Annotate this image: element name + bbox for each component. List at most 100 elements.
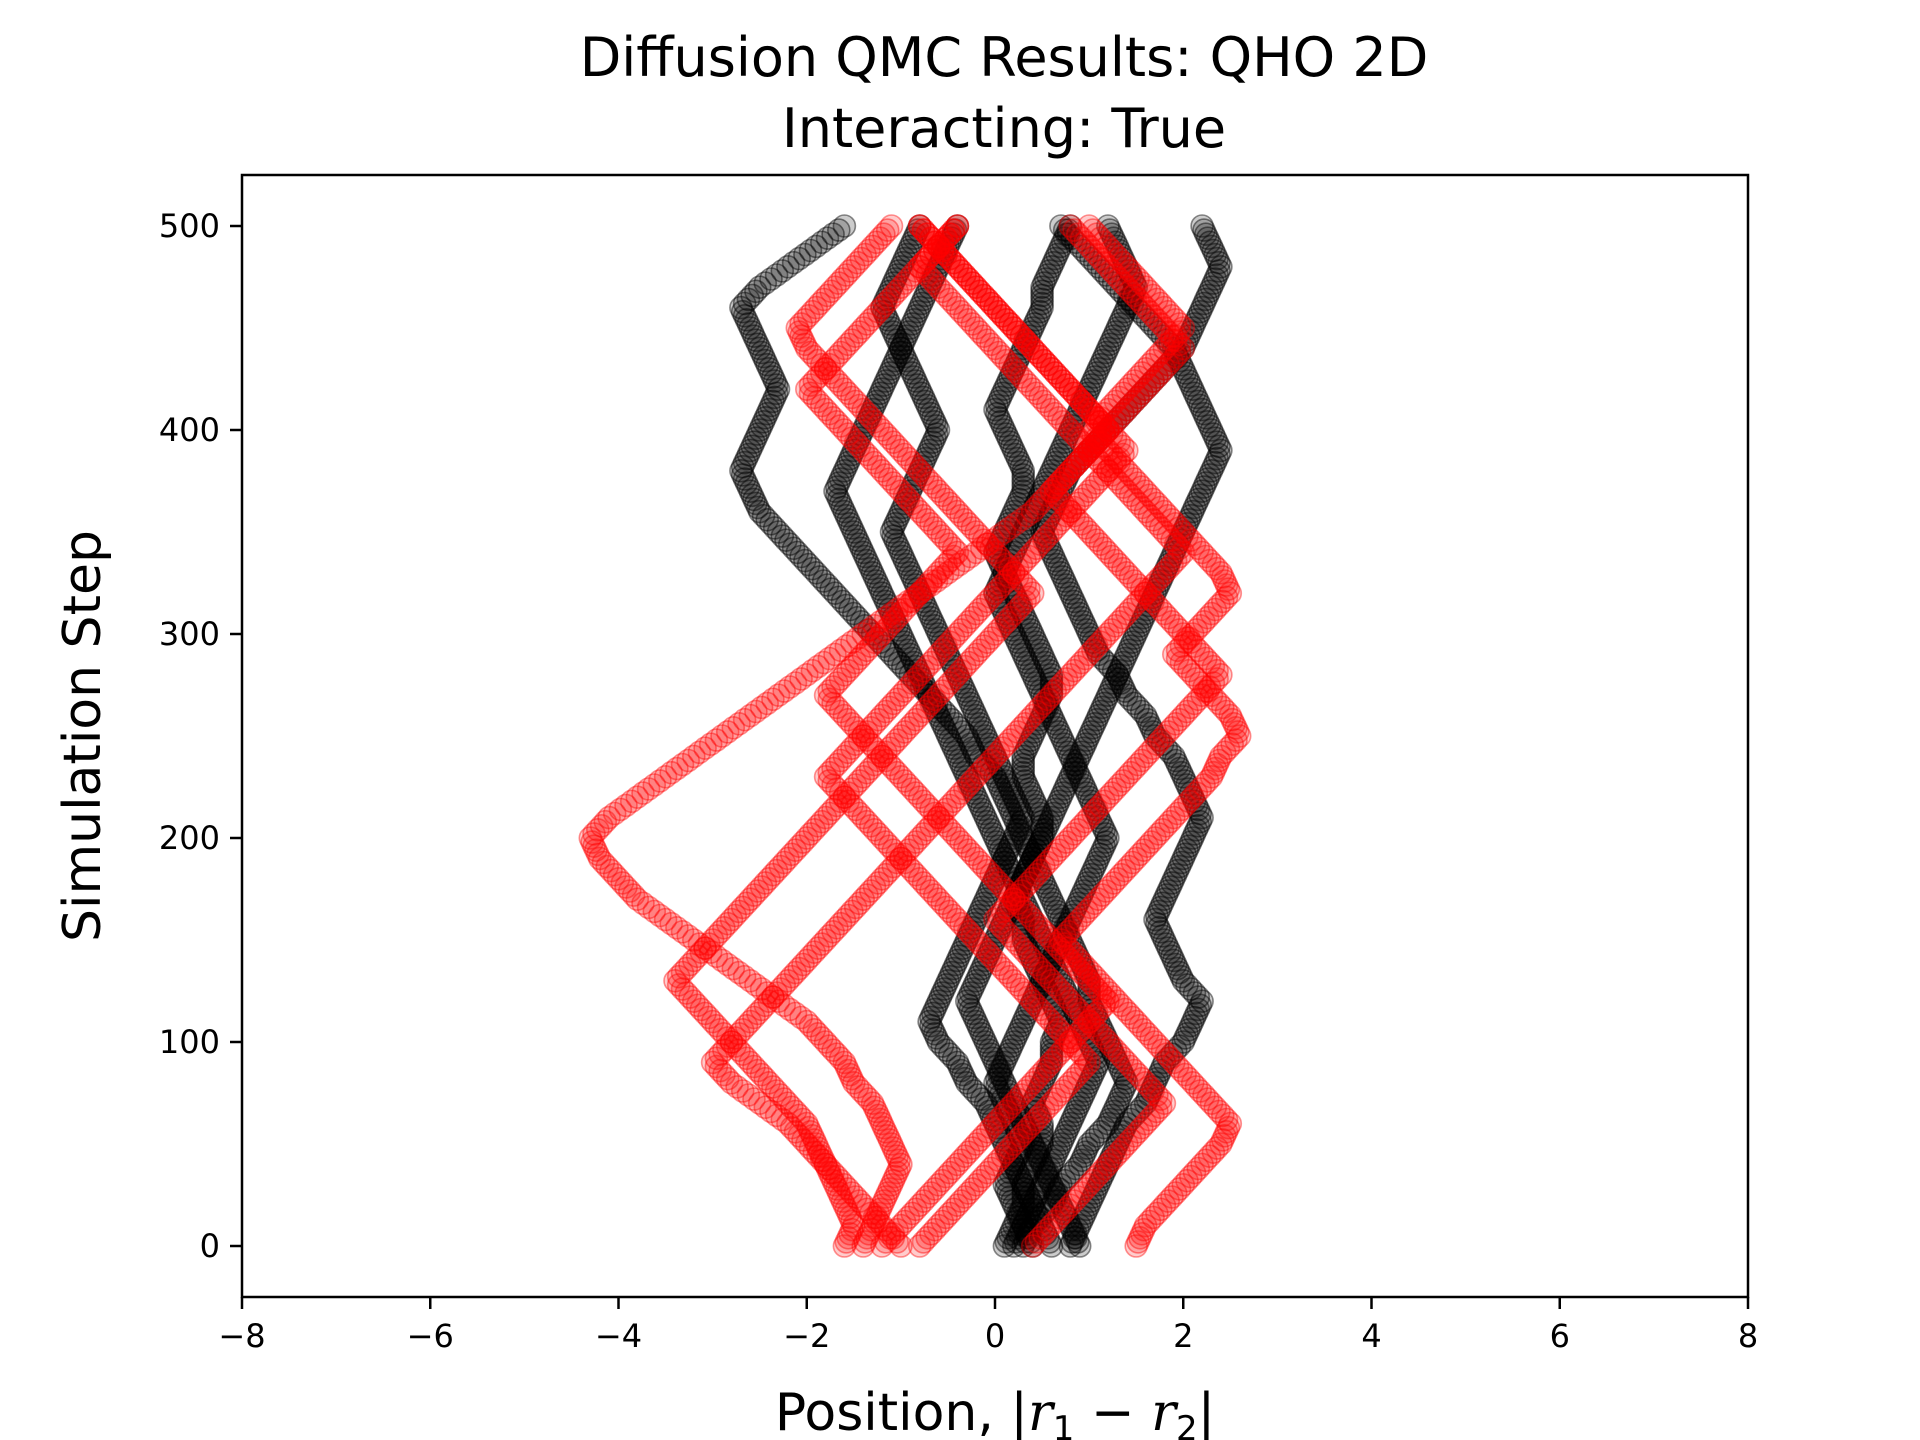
scatter-point xyxy=(1019,781,1043,805)
scatter-point xyxy=(1190,805,1214,830)
scatter-point xyxy=(1015,858,1039,883)
scatter-point xyxy=(1052,915,1077,940)
scatter-point xyxy=(988,409,1013,434)
scatter-point xyxy=(1054,573,1079,597)
series-black xyxy=(729,214,1233,1258)
scatter-point xyxy=(1096,1030,1120,1054)
scatter-point xyxy=(1007,899,1032,924)
scatter-point xyxy=(1194,287,1218,312)
scatter-point xyxy=(1039,662,1064,687)
scatter-point xyxy=(1001,581,1026,606)
scatter-point xyxy=(936,703,960,728)
scatter-point xyxy=(1034,511,1058,536)
scatter-point xyxy=(1077,438,1101,463)
scatter-point xyxy=(1003,352,1028,377)
scatter-point xyxy=(998,573,1022,597)
scatter-point xyxy=(1094,1156,1118,1181)
scatter-point xyxy=(1201,271,1226,295)
scatter-point xyxy=(1028,862,1052,887)
scatter-point xyxy=(1148,919,1173,944)
scatter-point xyxy=(1150,924,1175,948)
scatter-point xyxy=(1000,434,1024,459)
scatter-point xyxy=(1075,964,1099,989)
scatter-point xyxy=(1073,613,1098,638)
scatter-point xyxy=(1043,1022,1067,1046)
scatter-point xyxy=(1152,928,1177,952)
scatter-point xyxy=(1130,381,1154,406)
scatter-point xyxy=(1101,1099,1126,1124)
scatter-point xyxy=(990,414,1015,438)
scatter-point xyxy=(1079,1189,1103,1213)
scatter-point xyxy=(998,797,1022,822)
scatter-point xyxy=(1145,903,1169,928)
scatter-point xyxy=(1067,1213,1092,1238)
scatter-point xyxy=(1011,1189,1036,1213)
x-axis-label-suffix: | xyxy=(1198,1383,1216,1440)
scatter-point xyxy=(1137,1083,1162,1107)
scatter-point xyxy=(1013,1230,1037,1254)
scatter-point xyxy=(1041,250,1066,275)
scatter-point xyxy=(1062,936,1086,961)
scatter-point xyxy=(1011,826,1036,850)
x-tick-label: 2 xyxy=(1173,1317,1193,1355)
scatter-point xyxy=(1190,214,1214,238)
scatter-point xyxy=(1035,1058,1060,1083)
scatter-point xyxy=(1073,442,1098,467)
scatter-point xyxy=(1186,303,1211,328)
scatter-point xyxy=(986,773,1011,797)
scatter-point xyxy=(1077,981,1101,1005)
scatter-point xyxy=(1017,324,1041,349)
scatter-point xyxy=(1058,581,1083,606)
scatter-point xyxy=(1011,748,1036,773)
scatter-point xyxy=(1032,271,1056,295)
scatter-point xyxy=(1030,287,1054,312)
scatter-point xyxy=(1047,556,1071,581)
scatter-point xyxy=(1039,679,1064,703)
scatter-point xyxy=(1084,1005,1109,1030)
scatter-point xyxy=(1107,405,1131,430)
scatter-point xyxy=(1184,307,1209,332)
scatter-point xyxy=(1032,1201,1056,1226)
scatter-point xyxy=(1092,422,1116,446)
x-tick-label: 8 xyxy=(1738,1317,1758,1355)
scatter-point xyxy=(1079,626,1103,650)
scatter-point xyxy=(1011,752,1036,777)
scatter-point xyxy=(1107,667,1131,691)
scatter-point xyxy=(985,401,1009,426)
scatter-point xyxy=(1056,218,1081,242)
scatter-point xyxy=(1041,1026,1066,1050)
scatter-point xyxy=(1030,279,1054,304)
scatter-point xyxy=(1030,1120,1054,1144)
scatter-point xyxy=(1039,675,1064,699)
scatter-point xyxy=(947,715,972,740)
scatter-point xyxy=(1107,1087,1131,1111)
scatter-point xyxy=(1054,919,1079,944)
scatter-point xyxy=(1041,891,1066,916)
scatter-point xyxy=(1019,1217,1043,1242)
scatter-point xyxy=(1147,899,1171,924)
scatter-point xyxy=(1077,989,1101,1014)
scatter-point xyxy=(1047,238,1071,263)
scatter-point xyxy=(1056,463,1081,487)
scatter-point xyxy=(992,560,1017,585)
scatter-point xyxy=(1075,1136,1099,1160)
scatter-point xyxy=(1015,936,1039,961)
scatter-point xyxy=(1039,683,1064,708)
scatter-point xyxy=(1081,630,1105,655)
scatter-point xyxy=(1026,711,1051,736)
scatter-point xyxy=(1005,446,1030,471)
scatter-point xyxy=(960,736,985,761)
scatter-point xyxy=(1024,793,1049,818)
scatter-point xyxy=(1035,981,1060,1005)
scatter-point xyxy=(939,707,964,732)
scatter-point xyxy=(1032,516,1056,540)
scatter-point xyxy=(1199,234,1224,259)
scatter-point xyxy=(1056,1164,1081,1189)
scatter-point xyxy=(1118,1107,1143,1132)
scatter-point xyxy=(954,724,979,748)
scatter-point xyxy=(1199,275,1224,300)
scatter-point xyxy=(986,532,1011,557)
scatter-point xyxy=(1077,622,1101,646)
scatter-point xyxy=(1092,1115,1116,1140)
scatter-point xyxy=(1001,499,1026,524)
